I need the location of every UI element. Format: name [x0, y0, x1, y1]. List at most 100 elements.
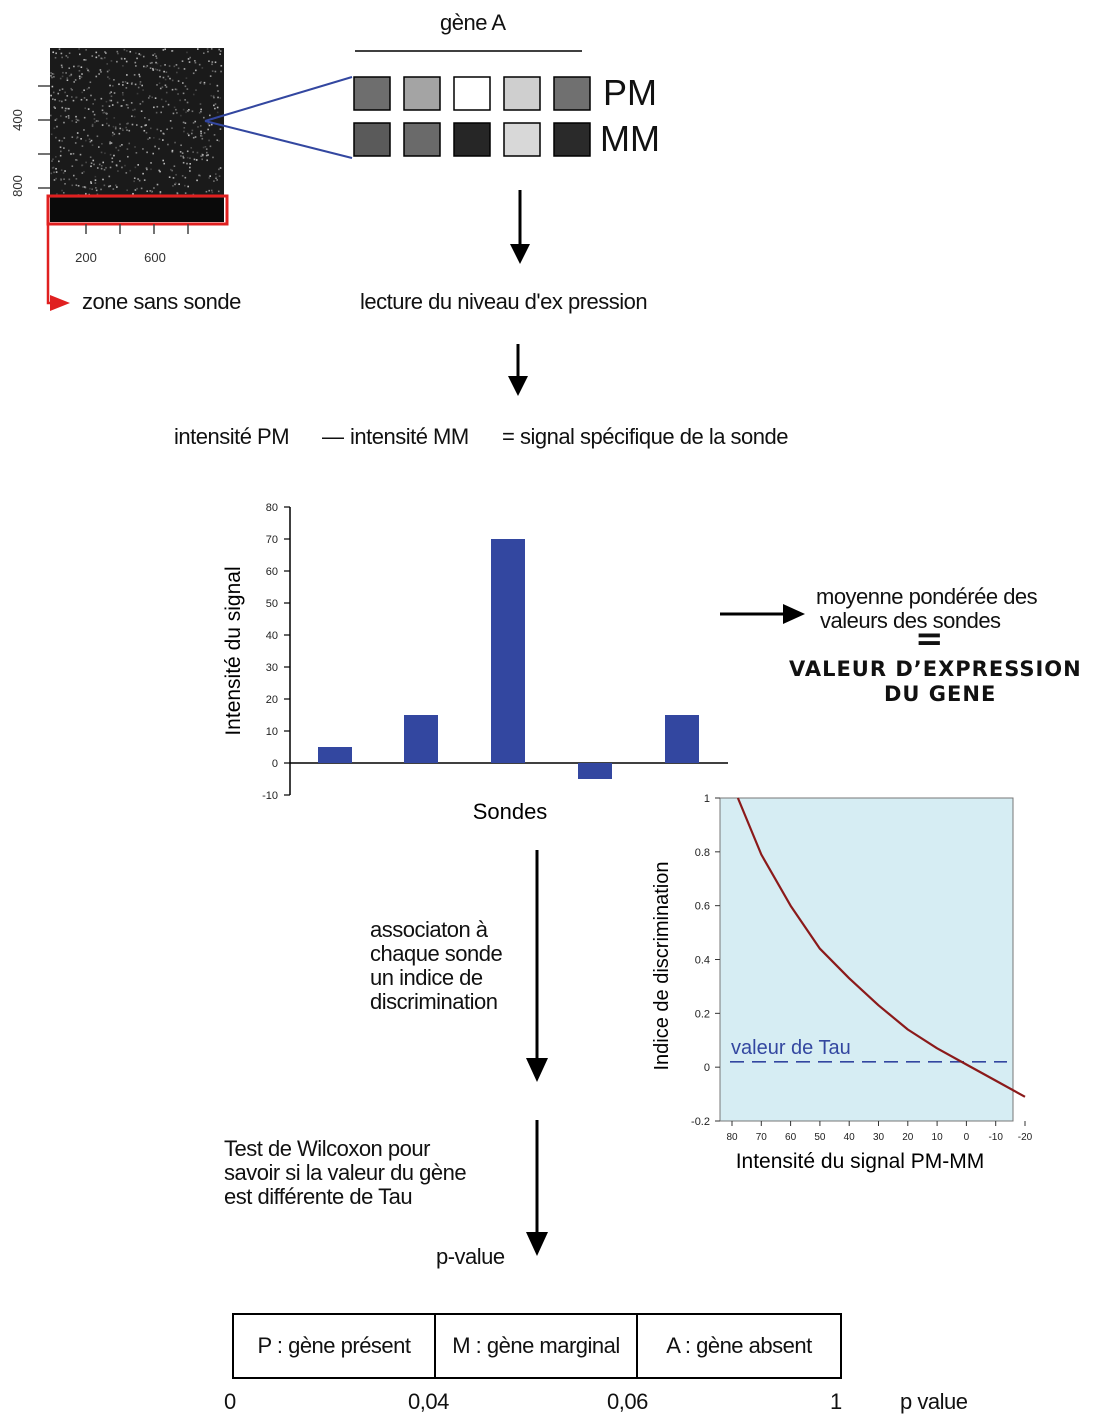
array-spot	[103, 184, 106, 187]
array-spot	[122, 81, 124, 83]
array-spot	[171, 169, 173, 172]
array-spot	[149, 62, 152, 65]
array-spot	[196, 179, 198, 182]
array-spot	[173, 106, 176, 109]
array-spot	[150, 168, 152, 171]
array-spot	[56, 125, 58, 128]
array-spot	[78, 77, 81, 80]
present-cell: P : gène présent	[232, 1313, 436, 1379]
array-spot	[124, 81, 127, 83]
array-spot	[153, 53, 156, 55]
array-spot	[84, 59, 87, 61]
array-spot	[203, 132, 206, 134]
zoom-line	[204, 120, 353, 159]
array-spot	[160, 130, 162, 132]
array-spot	[91, 125, 94, 127]
array-spot	[216, 84, 219, 87]
pm-probe-cell	[453, 76, 491, 111]
array-spot	[207, 50, 209, 53]
array-spot	[60, 169, 63, 171]
array-spot	[81, 145, 84, 147]
array-spot	[119, 145, 122, 147]
array-spot	[171, 79, 174, 82]
array-spot	[80, 76, 83, 78]
array-spot	[78, 119, 80, 122]
array-spot	[120, 105, 123, 107]
association-line: chaque sonde	[370, 941, 503, 966]
array-spot	[139, 103, 142, 105]
array-spot	[135, 65, 137, 67]
array-spot	[59, 154, 62, 157]
array-spot	[65, 115, 68, 118]
array-spot	[97, 146, 100, 148]
formula-mm: intensité MM	[350, 424, 469, 449]
array-spot	[181, 152, 184, 154]
array-spot	[198, 63, 201, 66]
array-spot	[90, 182, 93, 184]
array-spot	[120, 57, 123, 60]
array-spot	[78, 65, 80, 67]
array-spot	[139, 81, 142, 83]
array-spot	[93, 163, 95, 166]
array-spot	[162, 105, 164, 108]
array-spot	[209, 83, 211, 85]
array-spot	[80, 138, 82, 140]
array-spot	[162, 49, 165, 51]
array-spot	[174, 141, 176, 144]
array-spot	[202, 154, 204, 156]
array-spot	[167, 75, 170, 78]
scale-tick: 0,06	[607, 1389, 648, 1414]
array-spot	[94, 179, 97, 181]
array-spot	[159, 191, 162, 193]
array-spot	[162, 139, 164, 141]
disc-y-tick-label: 1	[704, 793, 710, 805]
array-spot	[211, 191, 214, 194]
array-spot	[104, 152, 106, 155]
array-spot	[185, 77, 188, 79]
array-spot	[143, 65, 145, 68]
array-spot	[122, 94, 124, 96]
array-spot	[63, 178, 65, 180]
array-spot	[136, 57, 138, 60]
array-spot	[158, 169, 160, 172]
array-spot	[92, 159, 95, 162]
array-spot	[122, 99, 125, 102]
disc-x-tick-label: 60	[785, 1132, 797, 1143]
array-spot	[126, 82, 129, 85]
association-line: un indice de	[370, 965, 483, 990]
array-spot	[113, 117, 116, 119]
array-spot	[215, 176, 218, 179]
array-spot	[148, 118, 150, 121]
array-spot	[212, 95, 215, 98]
array-spot	[112, 188, 115, 190]
array-spot	[158, 82, 161, 85]
array-spot	[138, 179, 141, 182]
array-spot	[108, 77, 111, 80]
array-spot	[79, 153, 82, 156]
array-spot	[51, 73, 54, 75]
array-spot	[179, 151, 182, 153]
array-spot	[72, 152, 75, 155]
discrimination-chart: -0.2 0 0.2 0.4 0.6 0.8 1 80 70 60 50 40 30 20 10 0 -10 -2…	[651, 793, 1033, 1173]
disc-y-tick-label: 0.8	[695, 847, 710, 859]
array-spot	[168, 65, 171, 67]
array-spot	[52, 158, 54, 161]
array-spot	[89, 187, 91, 190]
array-spot	[111, 134, 114, 137]
array-spot	[55, 118, 58, 120]
array-spot	[91, 144, 94, 146]
array-spot	[176, 191, 179, 194]
array-spot	[75, 121, 78, 124]
equals-sign: =	[915, 619, 944, 659]
array-spot	[151, 61, 153, 64]
array-spot	[113, 133, 116, 135]
array-spot	[184, 192, 187, 194]
array-spot	[122, 65, 124, 67]
array-spot	[111, 85, 114, 87]
array-spot	[116, 101, 119, 104]
association-line: associaton à	[370, 917, 488, 942]
array-spot	[111, 161, 114, 163]
array-spot	[134, 166, 137, 169]
weighted-mean-line2: valeurs des sondes	[820, 608, 1001, 633]
